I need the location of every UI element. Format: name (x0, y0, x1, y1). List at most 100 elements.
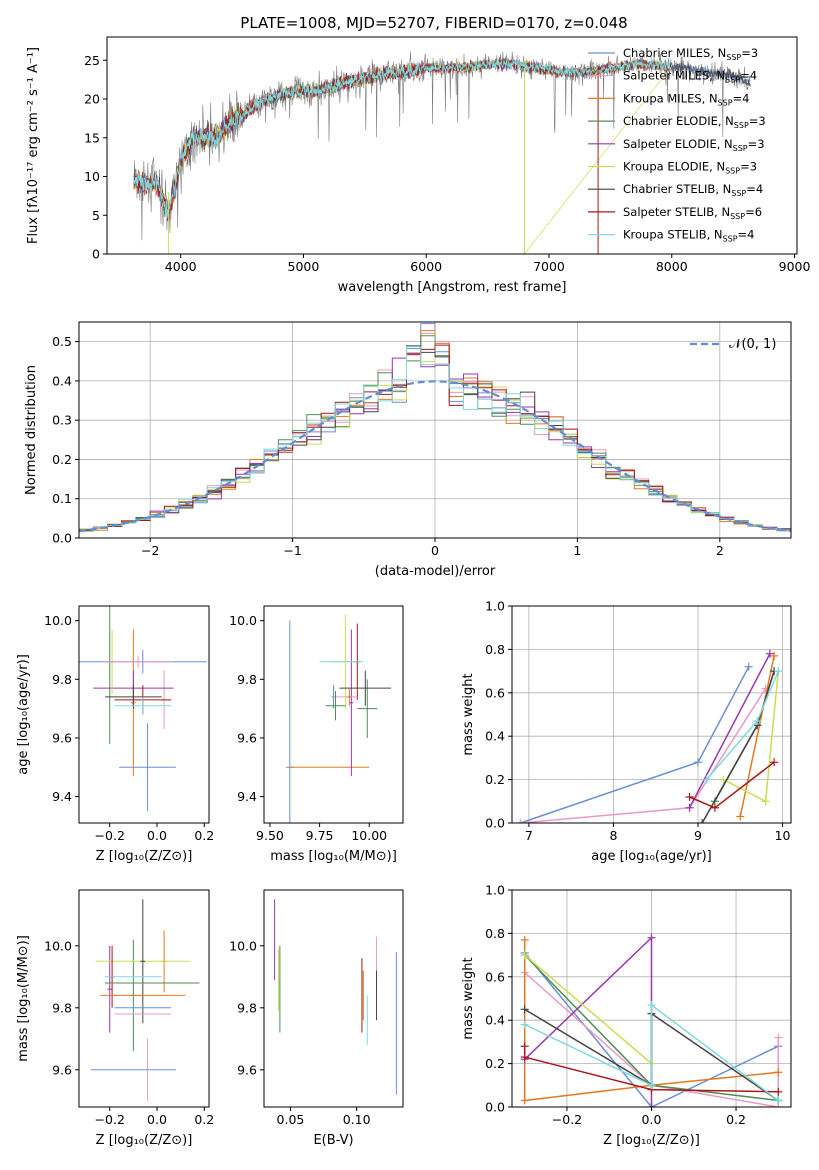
weight-marker (685, 792, 694, 801)
y-tick-label: 0 (92, 247, 100, 262)
x-tick-label: 8000 (656, 259, 688, 274)
y-tick-label: 0.4 (52, 373, 72, 388)
x-tick-label: 0.2 (194, 1112, 214, 1127)
weight-marker (774, 1068, 783, 1077)
y-axis-label: age [log₁₀(age/yr)] (16, 654, 31, 775)
weight-marker (647, 1103, 656, 1107)
x-tick-label: 6000 (410, 259, 442, 274)
x-tick-label: 1 (573, 543, 581, 558)
x-tick-label: 7 (525, 828, 533, 843)
weight-marker (710, 803, 719, 812)
mass-vs-ebv-axes: 0.05 0.10 9.6 9.8 10.0 E(B-V) (229, 889, 404, 1148)
x-axis-label: Z [log₁₀(Z/Z⊙)] (96, 1133, 193, 1148)
weight-line-3 (739, 655, 775, 817)
weight-marker (770, 758, 779, 767)
weight-line-5 (524, 935, 653, 1107)
weight-marker (520, 1020, 529, 1029)
age-vs-Z-axes: −0.2 0.0 0.2 9.4 9.6 9.8 10.0 Z [log₁₀(Z/Z⊙)] ag… (16, 605, 214, 864)
weight-marker (698, 819, 707, 823)
errorbar-point (119, 723, 176, 812)
y-axis-label: Flux [fλ10⁻¹⁷ erg cm⁻² s⁻¹ A⁻¹] (26, 47, 41, 244)
weight-marker (770, 651, 779, 660)
x-tick-label: 9 (694, 828, 702, 843)
y-tick-label: 9.8 (237, 672, 257, 687)
y-tick-label: 0.4 (485, 1013, 505, 1028)
weight-marker (520, 935, 529, 944)
legend-entry: Kroupa ELODIE, NSSP=3 (623, 160, 757, 176)
spectrum-legend: Chabrier MILES, NSSP=3 Salpeter MILES, NS… (588, 46, 766, 244)
x-tick-label: 4000 (165, 259, 197, 274)
x-tick-label: 2 (716, 543, 724, 558)
y-tick-label: 9.6 (237, 730, 257, 745)
y-tick-label: 10.0 (229, 938, 257, 953)
y-tick-label: 0.8 (485, 642, 505, 657)
y-axis-label: mass [log₁₀(M/M⊙)] (16, 935, 31, 1062)
y-tick-label: 0.4 (485, 729, 505, 744)
x-tick-label: 5000 (288, 259, 320, 274)
x-tick-label: 0.0 (642, 1112, 662, 1127)
y-tick-label: 10 (84, 169, 100, 184)
x-tick-label: 9000 (779, 259, 811, 274)
weight-marker (516, 819, 525, 823)
residuals-axes: −2 −1 0 1 2 0.0 0.1 0.2 0.3 0.4 0.5 (data-model)/er… (24, 321, 792, 579)
axes-frame (263, 889, 404, 1108)
legend-entry: Chabrier STELIB, NSSP=4 (623, 182, 763, 198)
weight-vs-Z-axes: −0.2 0.0 0.2 0.0 0.2 0.4 0.6 0.8 1.0 Z [log₁₀(Z/Z… (461, 883, 792, 1148)
x-tick-label: 0 (431, 543, 439, 558)
y-tick-label: 0.0 (485, 1100, 505, 1115)
x-tick-label: 9.50 (256, 828, 284, 843)
x-axis-label: mass [log₁₀(M/M⊙)] (270, 849, 397, 864)
gaussian-line (79, 380, 791, 533)
spectrum-axes: 4000 5000 6000 7000 8000 9000 0 5 10 15 20 25 wavele… (26, 36, 811, 295)
weight-marker (647, 1081, 656, 1090)
y-tick-label: 15 (84, 130, 100, 145)
weight-marker (520, 1005, 529, 1014)
weight-line-1 (524, 952, 779, 1107)
weight-marker (520, 951, 529, 960)
weight-marker (744, 662, 753, 671)
y-tick-label: 10.0 (44, 613, 72, 628)
axes-frame (78, 321, 792, 539)
errorbar-point (325, 691, 346, 721)
y-tick-label: 0.6 (485, 685, 505, 700)
figure-title: PLATE=1008, MJD=52707, FIBERID=0170, z=0… (240, 14, 627, 32)
y-axis-label: Normed distribution (24, 365, 39, 495)
y-tick-label: 9.8 (52, 672, 72, 687)
y-tick-label: 9.4 (237, 789, 257, 804)
y-tick-label: 5 (92, 208, 100, 223)
x-tick-label: −0.2 (95, 1112, 125, 1127)
y-tick-label: 0.5 (52, 334, 72, 349)
weight-marker (702, 775, 711, 784)
weight-vs-age-plot (516, 649, 783, 823)
y-tick-label: 0.0 (52, 531, 72, 546)
errorbar-point (140, 899, 146, 1024)
x-tick-label: −1 (283, 543, 301, 558)
y-axis-label: mass weight (461, 673, 476, 755)
errorbar-point (349, 629, 354, 777)
y-tick-label: 0.0 (485, 816, 505, 831)
weight-marker (520, 1042, 529, 1051)
errorbar-point (102, 655, 174, 668)
weight-vs-Z-plot (520, 933, 783, 1107)
mass-vs-Z-plot (90, 899, 200, 1101)
y-tick-label: 9.8 (237, 1000, 257, 1015)
y-tick-label: 9.6 (237, 1062, 257, 1077)
y-tick-label: 25 (84, 53, 100, 68)
y-tick-label: 1.0 (485, 599, 505, 614)
weight-marker (694, 758, 702, 767)
legend-entry: 𝒩(0, 1) (729, 337, 776, 352)
spectrum-plot (133, 51, 751, 254)
weight-marker (774, 1033, 783, 1042)
x-axis-label: Z [log₁₀(Z/Z⊙)] (96, 849, 193, 864)
axes-frame (263, 605, 404, 824)
errorbar-point (114, 696, 172, 715)
errorbar-point (105, 685, 162, 709)
age-vs-mass-axes: 9.50 9.75 10.00 9.4 9.6 9.8 10.0 mass [log₁₀(M/… (229, 605, 404, 864)
weight-line-3 (523, 939, 779, 1102)
x-tick-label: 8 (609, 828, 617, 843)
weight-marker (520, 1053, 529, 1062)
errorbar-point (107, 945, 113, 1033)
weight-line-6 (524, 954, 652, 1065)
weight-marker (774, 1096, 783, 1105)
